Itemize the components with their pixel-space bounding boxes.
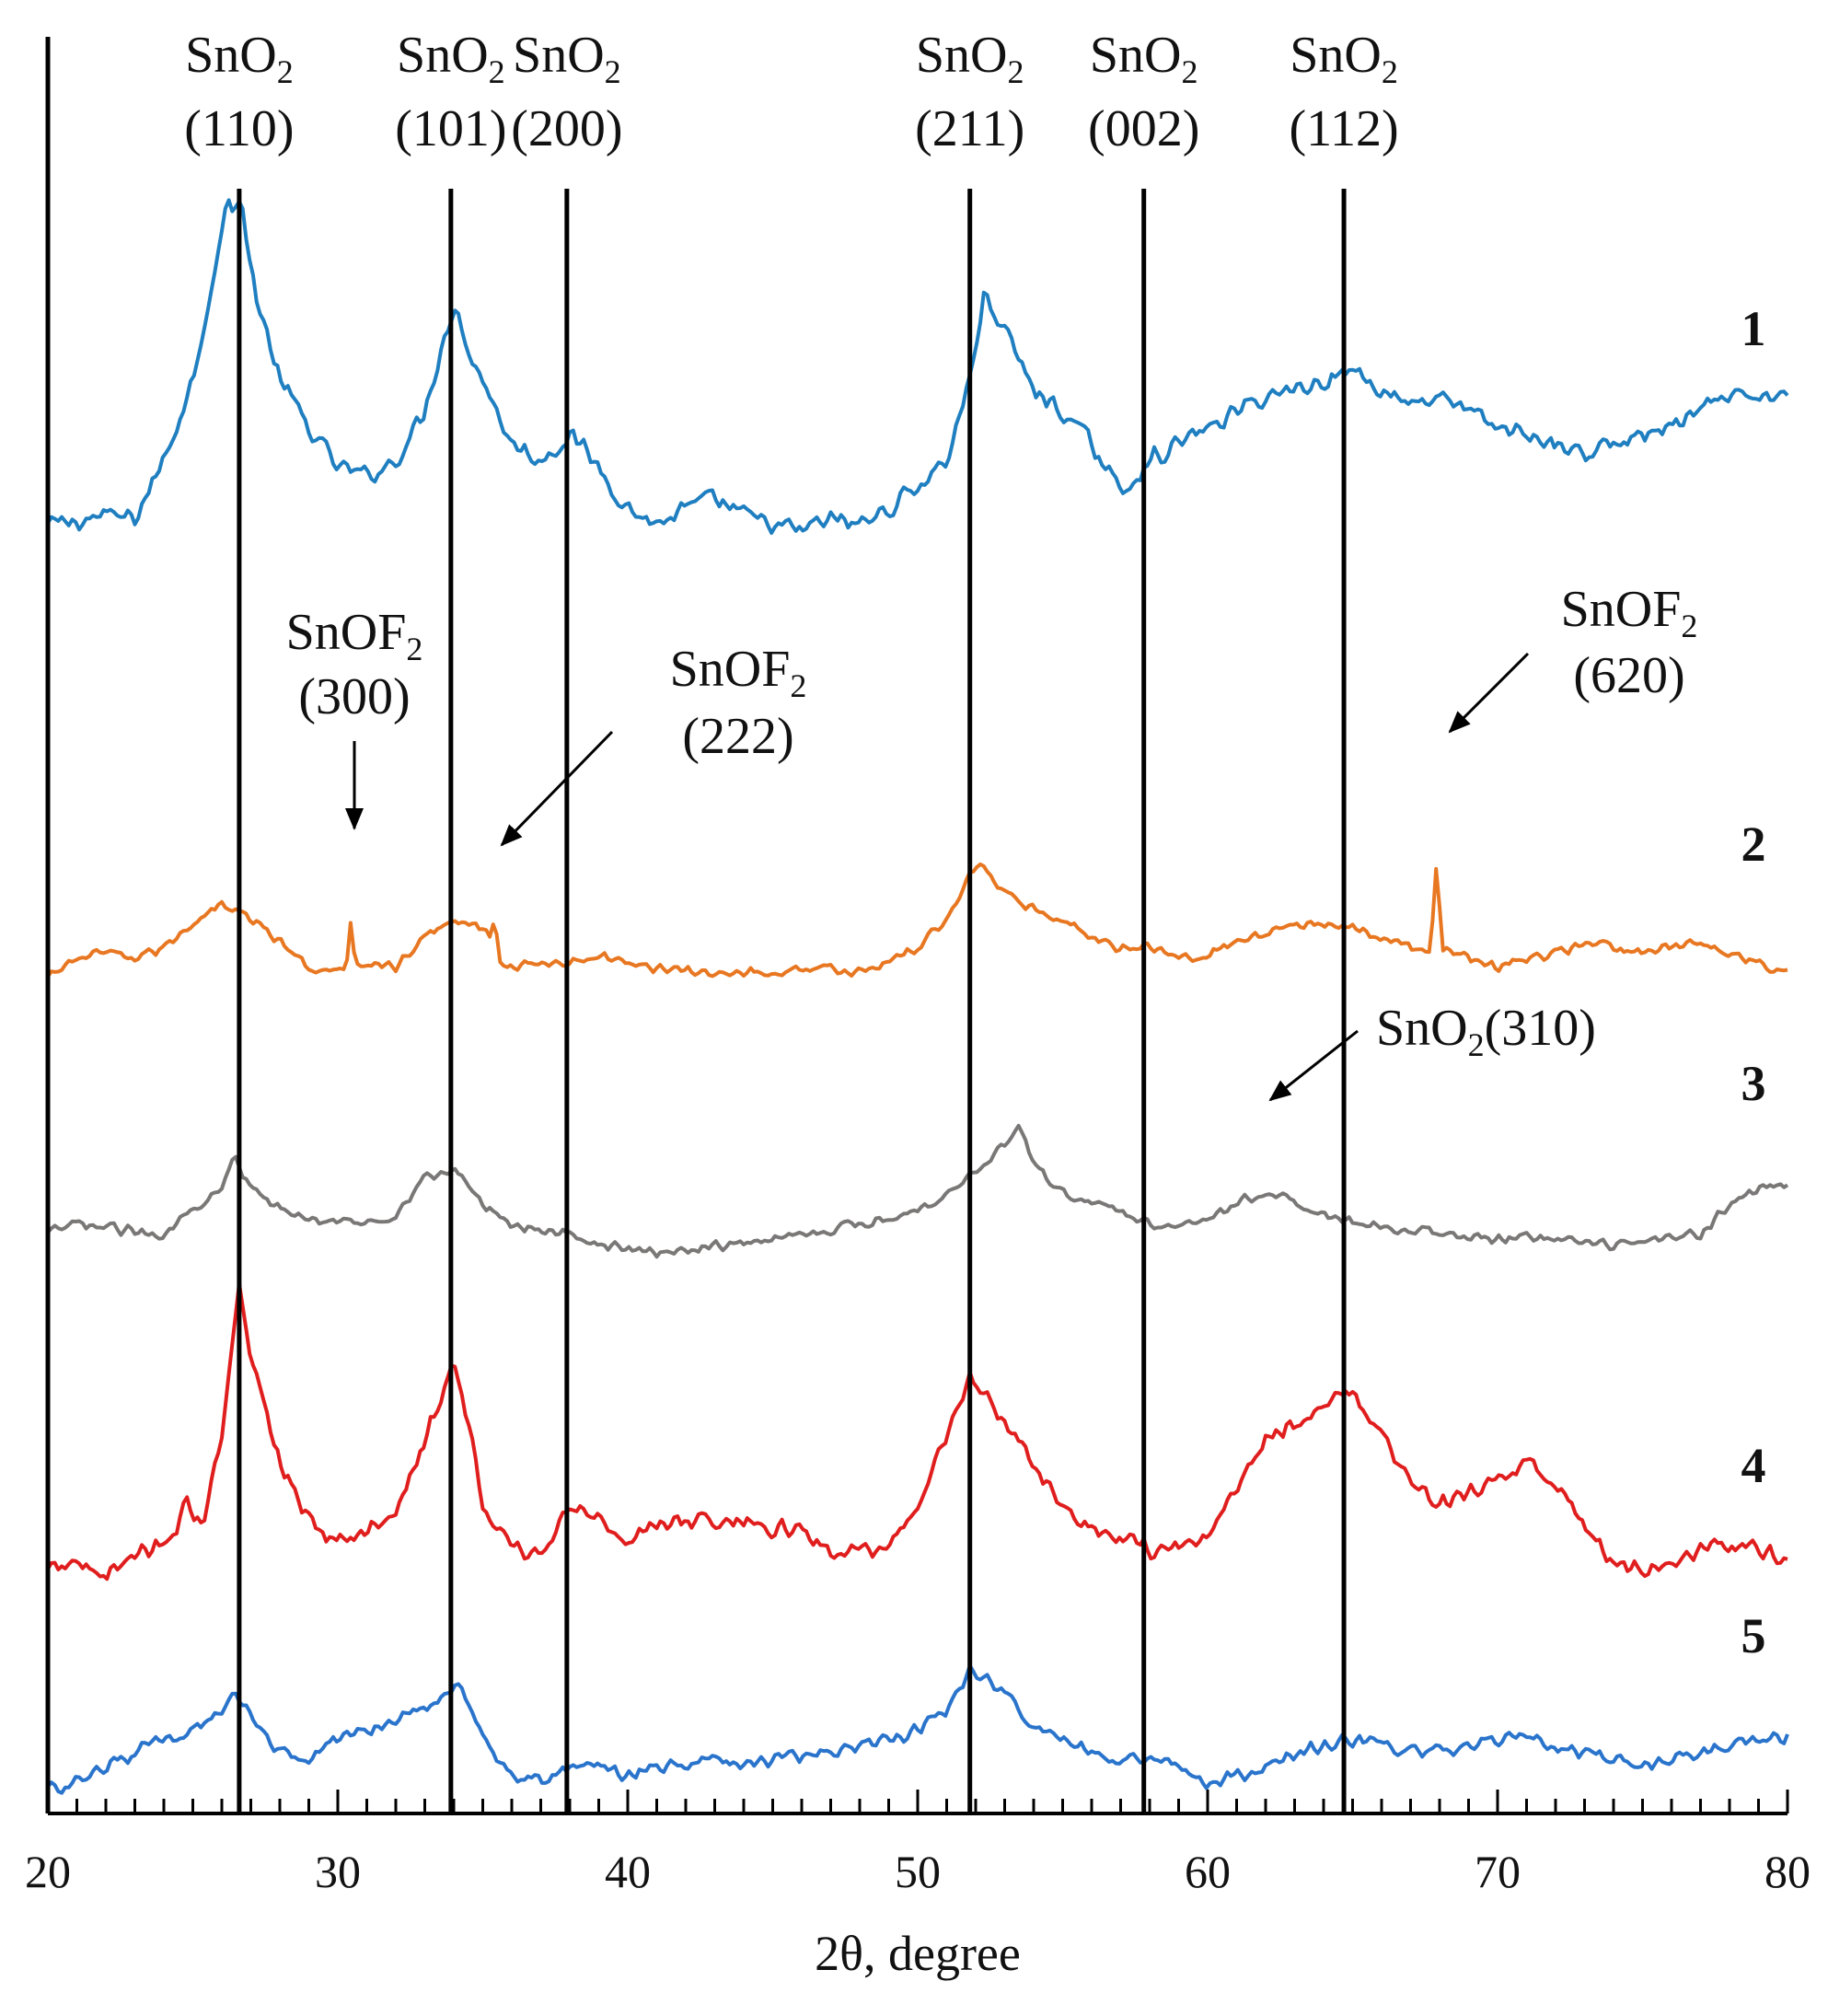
- annotation-label-phase: SnOF2: [286, 604, 423, 667]
- curve-label-3: 3: [1741, 1056, 1766, 1111]
- x-tick-label: 20: [25, 1846, 71, 1897]
- xrd-curves: 1 2 3 4 5: [46, 198, 1789, 1795]
- curve-label-4: 4: [1741, 1438, 1766, 1493]
- x-tick-label: 50: [895, 1846, 941, 1897]
- ref-label-hkl: (002): [1088, 100, 1199, 157]
- x-axis: 20 30 40 50 60 70 80: [25, 37, 1811, 1897]
- reference-lines: SnO2(110)SnO2(101)SnO2(200)SnO2(211)SnO2…: [184, 27, 1399, 1813]
- ref-label-hkl: (110): [184, 100, 294, 157]
- ref-label-phase: SnO2: [185, 27, 294, 90]
- curve-5: [46, 1663, 1789, 1795]
- curve-3: [46, 1123, 1789, 1259]
- ref-label-phase: SnO2: [397, 27, 505, 90]
- annotation-arrow: [1448, 652, 1530, 734]
- annotation-label-phase: SnOF2: [670, 641, 807, 704]
- x-axis-title: 2θ, degree: [815, 1926, 1021, 1981]
- ref-label-hkl: (101): [395, 100, 506, 157]
- ref-label-phase: SnO2: [513, 27, 621, 90]
- x-tick-label: 80: [1764, 1846, 1811, 1897]
- annotation-arrow: [1268, 1029, 1359, 1102]
- annotation-label-phase: SnOF2: [1561, 581, 1698, 644]
- x-tick-label: 70: [1475, 1846, 1521, 1897]
- annotation-label-hkl: (300): [298, 668, 410, 725]
- annotation-label-hkl: (222): [682, 708, 793, 765]
- curve-2: [46, 862, 1788, 979]
- ref-label-phase: SnO2: [916, 27, 1024, 90]
- annotations: SnOF2(300) SnOF2(222)SnOF2(620)SnO2(310): [286, 581, 1698, 1102]
- x-tick-label: 30: [315, 1846, 361, 1897]
- curve-label-2: 2: [1741, 817, 1766, 872]
- ref-label-hkl: (200): [511, 100, 622, 157]
- curve-label-1: 1: [1741, 301, 1766, 356]
- curve-1: [46, 198, 1789, 535]
- ref-label-phase: SnO2: [1290, 27, 1398, 90]
- ref-label-hkl: (112): [1289, 100, 1398, 157]
- annotation-label-hkl: (620): [1573, 647, 1684, 704]
- annotation-arrow: [500, 730, 614, 847]
- annotation-label: SnO2(310): [1376, 1000, 1596, 1063]
- curve-4: [46, 1281, 1788, 1582]
- x-tick-label: 40: [605, 1846, 651, 1897]
- x-tick-label: 60: [1185, 1846, 1231, 1897]
- ref-label-phase: SnO2: [1090, 27, 1198, 90]
- ref-label-hkl: (211): [915, 100, 1024, 157]
- curve-label-5: 5: [1741, 1608, 1766, 1663]
